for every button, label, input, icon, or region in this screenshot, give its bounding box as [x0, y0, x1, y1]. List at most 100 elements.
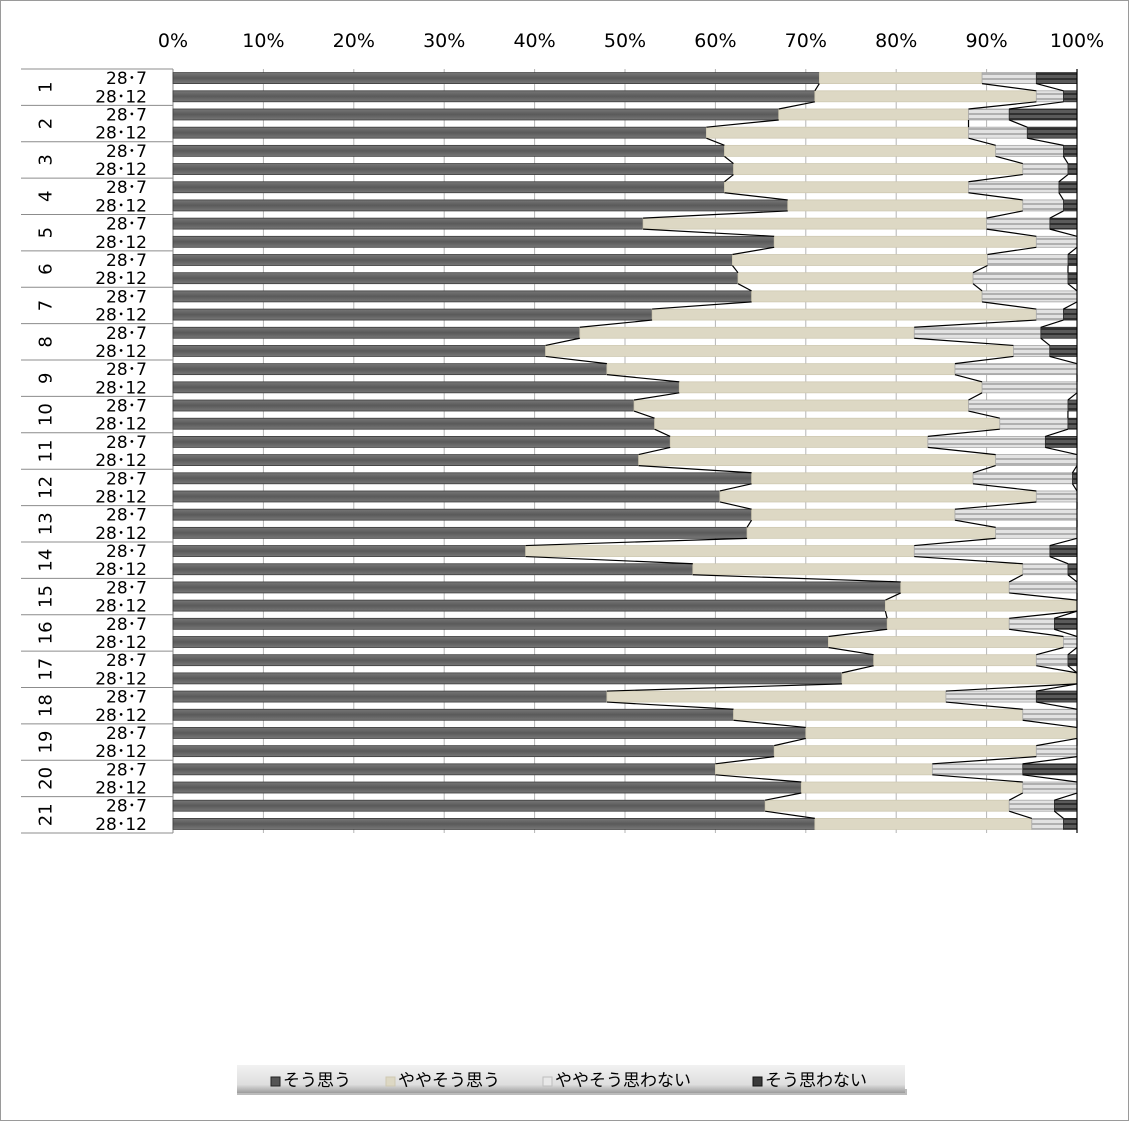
sub-category-label: 28･7 — [106, 287, 147, 307]
bar-segment-1 — [173, 91, 815, 102]
series-line-2 — [928, 447, 996, 454]
bar-segment-3 — [982, 382, 1077, 393]
bar-segment-4 — [1041, 327, 1077, 338]
bar-segment-4 — [1068, 564, 1077, 575]
bar-segment-3 — [946, 691, 1036, 702]
bar-segment-2 — [752, 473, 973, 484]
series-line-3 — [1050, 356, 1077, 363]
series-line-1 — [885, 611, 887, 618]
sub-category-label: 28･12 — [95, 779, 147, 799]
bar-segment-2 — [670, 436, 928, 447]
bar-segment-1 — [173, 291, 752, 302]
sub-category-label: 28･12 — [95, 597, 147, 617]
bar-segment-3 — [973, 473, 1072, 484]
series-line-2 — [1009, 811, 1032, 818]
legend-swatch — [753, 1077, 762, 1086]
bar-segment-1 — [173, 127, 706, 138]
bar-segment-2 — [887, 618, 1009, 629]
series-line-1 — [607, 702, 734, 709]
bar-segment-3 — [1036, 746, 1077, 757]
bar-segment-3 — [987, 255, 1068, 266]
x-tick-label: 50% — [604, 30, 646, 52]
sub-category-label: 28･12 — [95, 560, 147, 580]
series-line-1 — [733, 720, 805, 727]
bar-segment-2 — [546, 345, 1014, 356]
bar-segment-1 — [173, 727, 806, 738]
bar-segment-2 — [733, 709, 1022, 720]
x-tick-label: 10% — [242, 30, 284, 52]
bar-segment-1 — [173, 527, 747, 538]
series-line-1 — [738, 284, 752, 291]
bar-segment-2 — [788, 200, 1023, 211]
bar-segment-2 — [724, 145, 995, 156]
bar-segment-1 — [173, 309, 652, 320]
category-label: 9 — [35, 373, 56, 384]
bar-segment-3 — [996, 455, 1077, 466]
series-line-2 — [969, 102, 1037, 109]
series-line-1 — [765, 811, 815, 818]
bar-segment-3 — [982, 73, 1036, 84]
bar-segment-2 — [774, 236, 1036, 247]
bar-segment-1 — [173, 637, 828, 648]
sub-category-label: 28･12 — [95, 524, 147, 544]
sub-category-label: 28･12 — [95, 415, 147, 435]
bar-segment-2 — [580, 327, 914, 338]
bar-segment-4 — [1063, 145, 1077, 156]
x-tick-label: 20% — [333, 30, 375, 52]
sub-category-label: 28･7 — [106, 688, 147, 708]
series-line-3 — [1050, 557, 1068, 564]
bar-segment-2 — [885, 600, 1077, 611]
sub-category-label: 28･7 — [106, 142, 147, 162]
series-line-2 — [946, 702, 1023, 709]
bar-segment-3 — [969, 109, 1010, 120]
series-line-1 — [634, 411, 654, 418]
bar-segment-4 — [1068, 400, 1077, 411]
category-label: 6 — [35, 263, 56, 274]
bar-segment-1 — [173, 364, 607, 375]
series-line-3 — [1009, 120, 1027, 127]
series-line-2 — [969, 193, 1023, 200]
bar-segment-1 — [173, 746, 774, 757]
series-line-2 — [973, 484, 1036, 491]
sub-category-label: 28･12 — [95, 233, 147, 253]
bar-segment-2 — [819, 73, 982, 84]
series-line-2 — [955, 375, 982, 382]
bar-segment-3 — [1000, 418, 1068, 429]
sub-category-label: 28･7 — [106, 578, 147, 598]
sub-category-label: 28･12 — [95, 87, 147, 107]
bar-segment-1 — [173, 546, 526, 557]
series-line-2 — [987, 229, 1037, 236]
bar-segment-3 — [1009, 800, 1054, 811]
bar-segment-3 — [1036, 491, 1077, 502]
series-line-2 — [969, 138, 996, 145]
bar-segment-2 — [706, 127, 968, 138]
bar-segment-1 — [173, 491, 720, 502]
sub-category-label: 28･7 — [106, 215, 147, 235]
series-line-1 — [546, 338, 580, 345]
series-line-1 — [580, 320, 652, 327]
bar-segment-3 — [996, 145, 1064, 156]
category-label: 18 — [35, 694, 56, 717]
bar-segment-4 — [1036, 691, 1077, 702]
legend-swatch — [271, 1077, 280, 1086]
bar-segment-1 — [173, 273, 738, 284]
series-line-1 — [720, 502, 752, 509]
legend-label: そう思わない — [765, 1071, 867, 1091]
series-line-2 — [1009, 593, 1077, 600]
series-line-3 — [1068, 247, 1077, 254]
bar-segment-4 — [1059, 182, 1077, 193]
series-line-3 — [1059, 193, 1064, 200]
legend-label: ややそう思わない — [555, 1071, 691, 1091]
bar-segment-4 — [1027, 127, 1077, 138]
legend: そう思うややそう思うややそう思わないそう思わない — [237, 1065, 907, 1095]
series-line-3 — [1009, 102, 1063, 109]
bar-segment-1 — [173, 327, 580, 338]
bar-segment-2 — [693, 564, 1023, 575]
bar-segment-3 — [1023, 782, 1077, 793]
sub-category-label: 28･7 — [106, 797, 147, 817]
series-line-1 — [774, 738, 806, 745]
sub-category-label: 28･7 — [106, 760, 147, 780]
sub-category-label: 28･12 — [95, 487, 147, 507]
bar-segment-1 — [173, 691, 607, 702]
